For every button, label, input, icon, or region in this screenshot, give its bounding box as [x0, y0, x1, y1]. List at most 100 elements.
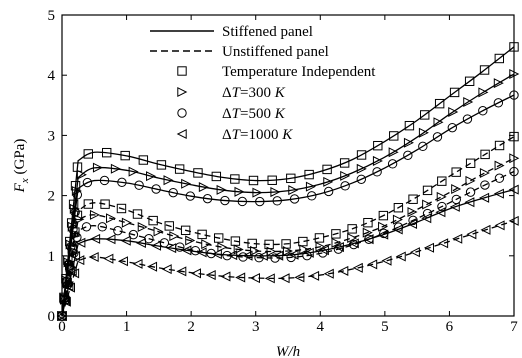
data-point: [88, 251, 99, 263]
data-point: [197, 229, 207, 240]
data-point: [217, 242, 228, 253]
data-point: [448, 106, 459, 117]
data-point: [309, 270, 320, 281]
data-point: [494, 220, 505, 231]
data-point: [323, 176, 334, 187]
data-point: [249, 273, 260, 284]
y-tick-label: 5: [48, 8, 56, 24]
data-point: [68, 224, 78, 235]
data-point: [323, 186, 334, 197]
data-point: [407, 206, 418, 218]
data-point: [352, 262, 363, 273]
data-point: [220, 271, 231, 282]
data-point: [378, 221, 389, 232]
data-point: [422, 208, 433, 219]
data-point: [164, 221, 174, 231]
data-point: [102, 147, 112, 158]
data-point: [403, 137, 414, 148]
legend-label: Unstiffened panel: [222, 44, 329, 60]
data-point: [494, 160, 505, 171]
data-point: [279, 273, 290, 284]
data-point: [235, 272, 246, 283]
data-point: [105, 234, 116, 245]
data-point: [381, 255, 392, 266]
data-point: [151, 240, 162, 251]
series-line: [61, 170, 515, 317]
legend-marker: [177, 108, 187, 118]
data-point: [340, 181, 350, 191]
data-point: [113, 225, 123, 236]
data-point: [451, 184, 462, 195]
legend-label: ΔT=300 K: [222, 85, 286, 101]
plot-frame: [61, 14, 515, 317]
data-point: [233, 244, 244, 255]
data-point: [237, 196, 248, 207]
series-line: [61, 136, 515, 317]
series-line: [61, 46, 515, 317]
y-tick-label: 3: [48, 128, 56, 144]
data-point: [449, 87, 460, 98]
data-point: [220, 195, 230, 206]
legend-label: Stiffened panel: [222, 24, 313, 40]
data-point: [479, 65, 490, 75]
data-point: [99, 175, 110, 186]
data-point: [437, 176, 447, 186]
data-point: [356, 163, 367, 174]
data-point: [156, 160, 167, 170]
data-point: [76, 169, 87, 180]
data-point: [403, 150, 413, 161]
series-line: [61, 157, 515, 317]
data-point: [63, 259, 74, 269]
data-point: [465, 175, 476, 186]
data-point: [494, 173, 505, 183]
data-point: [148, 215, 158, 226]
x-tick-label: 7: [510, 319, 518, 335]
data-point: [307, 191, 317, 201]
data-point: [479, 168, 490, 179]
data-point: [175, 242, 185, 252]
series-line: [61, 73, 515, 317]
data-point: [466, 229, 477, 240]
data-point: [134, 180, 144, 190]
data-point: [89, 209, 100, 220]
data-point: [132, 258, 143, 269]
data-point: [270, 187, 281, 198]
data-point: [478, 106, 488, 116]
x-axis-label: W/h: [276, 344, 300, 358]
data-point: [305, 181, 316, 192]
data-point: [234, 186, 245, 197]
x-tick-label: 1: [123, 319, 131, 335]
data-point: [121, 217, 132, 228]
data-point: [418, 141, 428, 152]
data-point: [83, 199, 94, 209]
data-point: [347, 224, 357, 234]
data-point: [463, 97, 474, 108]
data-point: [206, 248, 216, 259]
data-point: [452, 233, 463, 244]
data-point: [479, 192, 490, 203]
data-point: [464, 76, 475, 86]
series-unstiffened-temperature-independent: [57, 131, 519, 321]
data-point: [389, 131, 399, 141]
axes: 0 1 2 3 4 5 6 7 0 1 2 3 4 5: [48, 8, 519, 335]
data-point: [298, 236, 308, 247]
data-point: [176, 266, 187, 277]
data-point: [65, 262, 76, 273]
data-point: [333, 244, 344, 254]
data-point: [356, 150, 367, 160]
data-point: [230, 174, 240, 184]
y-tick-label: 2: [48, 189, 56, 205]
series-stiffened-temperature-independent: [57, 42, 519, 321]
data-point: [438, 238, 449, 249]
data-point: [322, 164, 332, 175]
data-point: [213, 233, 224, 243]
data-point: [69, 248, 79, 258]
data-point: [128, 166, 139, 177]
data-point: [299, 244, 310, 255]
data-point: [90, 233, 101, 244]
data-point: [180, 225, 191, 236]
data-point: [286, 252, 296, 263]
data-point: [422, 199, 433, 210]
data-point: [72, 190, 83, 200]
data-point: [323, 268, 334, 279]
